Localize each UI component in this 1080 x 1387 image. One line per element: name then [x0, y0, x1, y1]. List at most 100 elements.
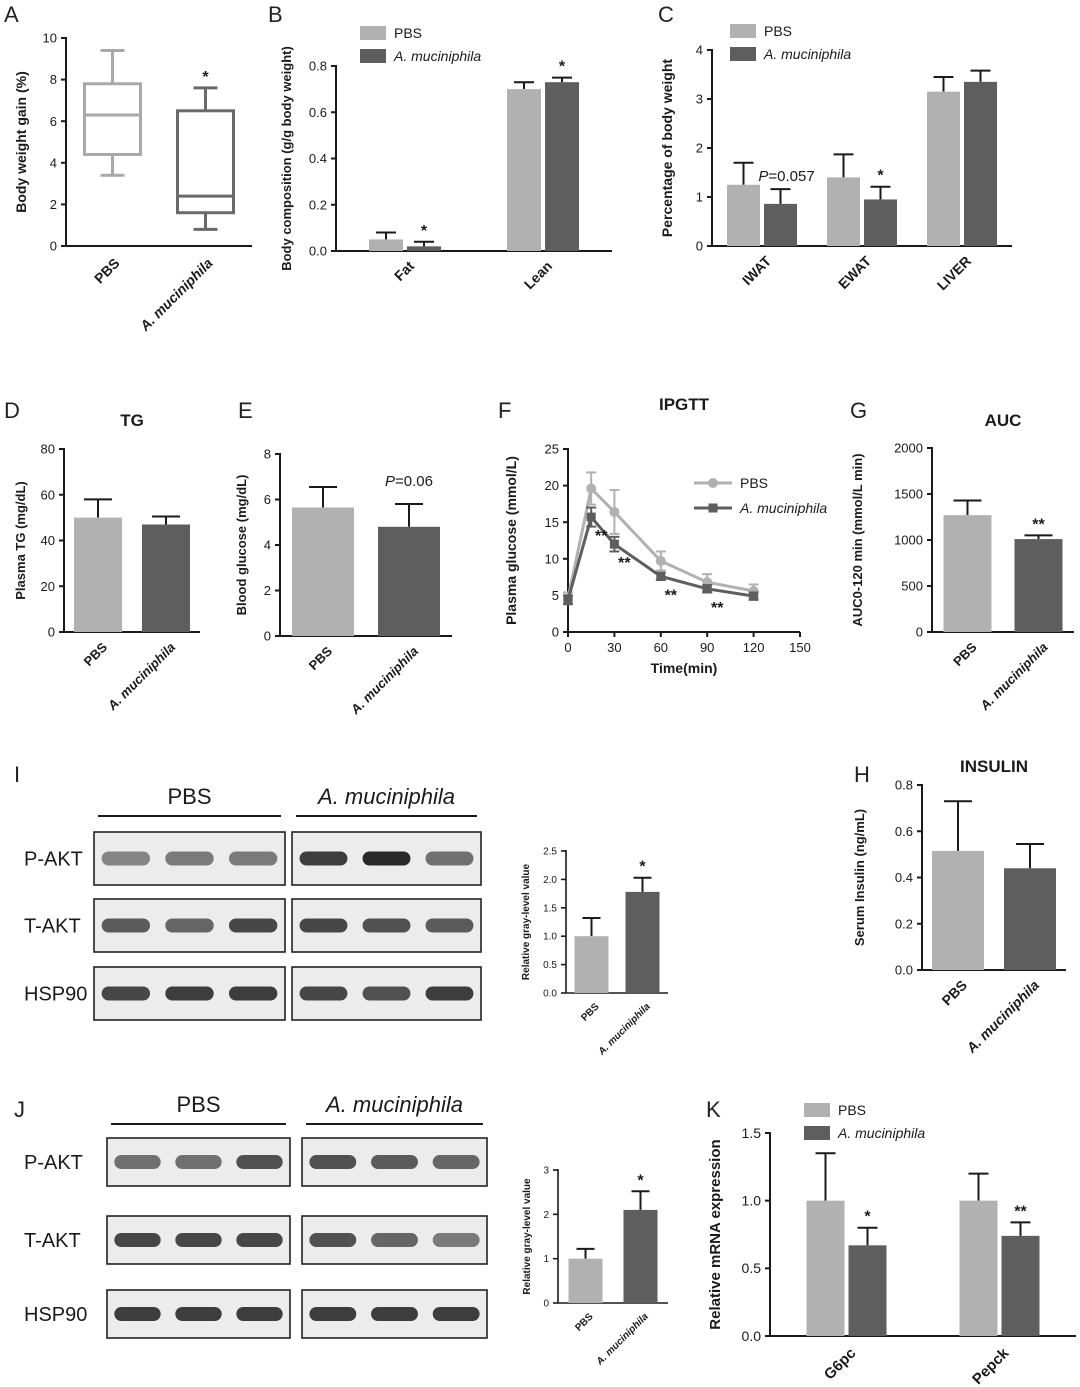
significance-mark: *: [559, 59, 566, 76]
x-category-label: A. muciniphila: [596, 1001, 653, 1058]
y-tick-label: 0.8: [309, 59, 327, 74]
y-axis-label: Percentage of body weight: [659, 59, 675, 237]
y-tick-label: 1500: [894, 487, 923, 502]
x-category-label: PBS: [81, 639, 111, 669]
bar-pbs: [568, 1258, 603, 1303]
bar-pbs: [507, 89, 541, 251]
legend-label: PBS: [764, 23, 792, 39]
bar-pbs: [827, 177, 860, 246]
legend-swatch: [804, 1126, 830, 1140]
y-tick-label: 0.2: [895, 916, 913, 931]
blot-band: [362, 851, 411, 866]
blot-band: [425, 986, 474, 1001]
blot-row-label: HSP90: [24, 984, 87, 1006]
panel-letter: C: [658, 2, 674, 27]
bar-pbs: [292, 507, 354, 636]
blot-row-label: P-AKT: [24, 849, 83, 871]
y-tick-label: 0: [916, 625, 923, 640]
bar-akk: [864, 199, 897, 246]
y-tick-label: 0: [543, 1299, 549, 1310]
blot-band: [175, 1155, 222, 1169]
blot-band: [309, 1307, 357, 1321]
legend-label: A. muciniphila: [763, 46, 851, 62]
data-point-pbs: [586, 483, 597, 494]
blot-band: [165, 851, 214, 866]
bar-akk: [142, 524, 190, 632]
panel-letter: J: [14, 1097, 25, 1122]
x-tick-label: 60: [654, 640, 668, 655]
y-tick-label: 1000: [894, 533, 923, 548]
y-tick-label: 1.5: [543, 903, 557, 914]
y-tick-label: 1: [696, 190, 703, 205]
data-point-pbs: [655, 555, 666, 566]
significance-mark: *: [877, 168, 884, 185]
x-category-label: PBS: [306, 643, 336, 673]
y-tick-label: 0: [48, 625, 55, 640]
y-tick-label: 2: [50, 197, 57, 212]
blot-band: [165, 918, 214, 933]
significance-mark: *: [202, 69, 209, 86]
chart-title: INSULIN: [960, 757, 1028, 776]
y-tick-label: 2.5: [543, 847, 557, 858]
blot-band: [236, 1307, 283, 1321]
x-category-label: PBS: [573, 1311, 596, 1334]
y-tick-label: 0.0: [543, 989, 557, 1000]
blot-group-label: PBS: [176, 1092, 220, 1117]
panel-letter: A: [4, 2, 19, 27]
y-tick-label: 0.5: [742, 1260, 762, 1276]
y-tick-label: 0.2: [309, 197, 327, 212]
y-tick-label: 500: [901, 579, 923, 594]
y-tick-label: 25: [545, 442, 559, 457]
y-axis-label: Relative gray-level value: [521, 863, 532, 980]
panel-letter: B: [268, 2, 283, 27]
bar-akk: [545, 82, 579, 251]
x-category-label: PBS: [91, 255, 123, 287]
legend-swatch: [730, 24, 756, 38]
y-tick-label: 3: [696, 92, 703, 107]
blot-band: [432, 1233, 480, 1247]
bar-akk: [407, 246, 441, 251]
x-category-label: A. muciniphila: [976, 640, 1050, 714]
blot-band: [432, 1307, 480, 1321]
blot-band: [165, 986, 214, 1001]
bar-akk: [625, 891, 660, 993]
panel-letter: I: [14, 762, 20, 787]
legend-label: A. muciniphila: [739, 500, 827, 516]
bar-pbs: [74, 517, 122, 632]
x-category-label: Fat: [391, 258, 417, 284]
box-pbs: [83, 82, 142, 156]
p-value-label: P=0.06: [385, 473, 433, 490]
blot-band: [101, 986, 151, 1001]
chart-title: TG: [120, 411, 144, 430]
y-tick-label: 0.8: [895, 778, 913, 793]
blot-band: [114, 1307, 161, 1321]
blot-band: [309, 1155, 357, 1169]
bar-akk: [1014, 539, 1063, 632]
x-category-label: PBS: [938, 977, 970, 1009]
y-tick-label: 0: [50, 239, 57, 254]
y-tick-label: 8: [50, 72, 57, 87]
panel-letter: H: [854, 762, 870, 787]
significance-mark: **: [618, 555, 631, 572]
x-category-label: EWAT: [835, 252, 874, 291]
blot-band: [236, 1233, 283, 1247]
blot-band: [114, 1155, 161, 1169]
chart-title: IPGTT: [659, 395, 710, 414]
legend-label: PBS: [838, 1102, 866, 1118]
y-tick-label: 10: [545, 551, 559, 566]
p-value-prefix: P: [758, 168, 768, 185]
blot-band: [101, 918, 151, 933]
x-tick-label: 150: [789, 640, 811, 655]
blot-row-label: T-AKT: [24, 916, 81, 938]
bar-akk: [964, 81, 997, 246]
blot-band: [175, 1307, 222, 1321]
y-axis-label: Plasma glucose (mmol/L): [503, 456, 519, 625]
y-tick-label: 20: [545, 478, 559, 493]
blot-band: [236, 1155, 283, 1169]
blot-band: [362, 986, 411, 1001]
legend-swatch: [360, 26, 386, 40]
y-tick-label: 0.0: [742, 1328, 762, 1344]
y-tick-label: 4: [696, 43, 703, 58]
x-category-label: IWAT: [739, 253, 775, 289]
